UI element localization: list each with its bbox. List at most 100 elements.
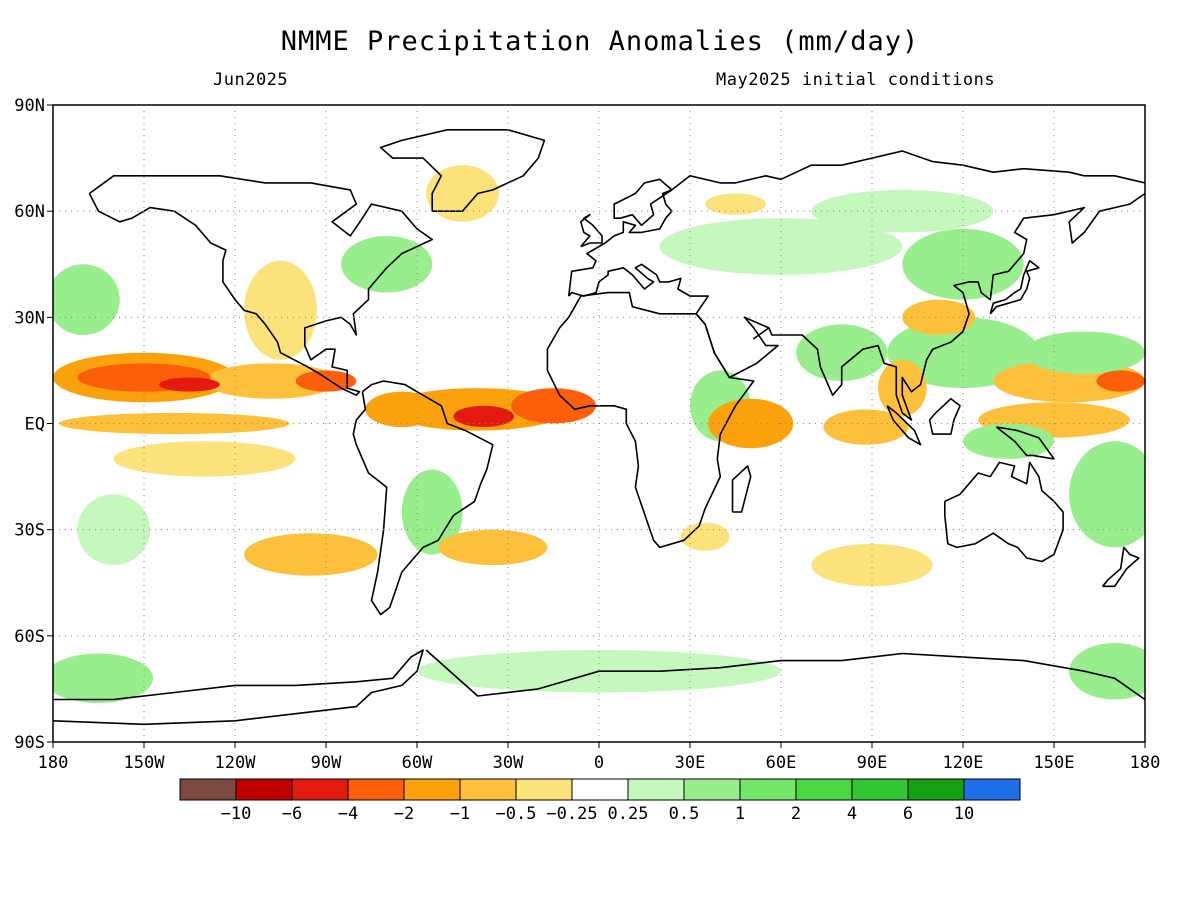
colorbar-swatch (403, 778, 461, 801)
anomaly-region (1023, 331, 1145, 374)
coastline (580, 213, 603, 248)
colorbar: −10 −6 −4 −2 −1 −0.5 −0.25 0.25 0.5 1 2 4 6 10 (179, 778, 1021, 824)
initial-conditions-label: May2025 initial conditions (716, 70, 996, 90)
coastline (567, 150, 1145, 297)
anomaly-region (244, 533, 378, 576)
lat-tick-label: 60N (14, 202, 45, 222)
colorbar-swatch (907, 778, 965, 801)
anomaly-region (887, 317, 1039, 389)
colorbar-swatch (347, 778, 405, 801)
anomaly-region (244, 260, 317, 360)
colorbar-label: 4 (847, 804, 857, 824)
colorbar-swatch (627, 778, 685, 801)
lon-tick-label: 90E (857, 753, 888, 773)
colorbar-swatch (683, 778, 741, 801)
coastline (944, 461, 1064, 563)
colorbar-label: −6 (282, 804, 302, 824)
lon-tick-label: 120W (215, 753, 257, 773)
anomaly-region (902, 228, 1024, 300)
coastline (425, 649, 1145, 701)
lon-tick-label: 150W (124, 753, 166, 773)
forecast-month: Jun2025 (213, 70, 289, 90)
lon-tick-label: 120E (943, 753, 984, 773)
coastline (995, 426, 1055, 460)
lon-tick-label: 30E (675, 753, 706, 773)
coastline (928, 397, 961, 435)
anomaly-region (963, 423, 1054, 459)
lon-tick-label: 60E (766, 753, 797, 773)
coastline (546, 291, 755, 549)
graticule (53, 105, 1145, 742)
anomaly-region (811, 189, 994, 233)
colorbar-label: −2 (394, 804, 414, 824)
colorbar-swatch (739, 778, 797, 801)
colorbar-swatch (571, 778, 629, 801)
anomaly-region (341, 235, 433, 293)
colorbar-label: 2 (791, 804, 801, 824)
anomaly-region (705, 193, 766, 215)
coastline (886, 405, 922, 446)
anomaly-region (159, 377, 220, 392)
anomaly-region (659, 218, 903, 275)
colorbar-label: −0.25 (546, 804, 597, 824)
coastline (989, 259, 1040, 315)
anomaly-region (796, 324, 888, 382)
coastline (379, 129, 546, 212)
lat-tick-label: 30S (14, 521, 45, 541)
colorbar-label: 1 (735, 804, 745, 824)
anomaly-region (365, 391, 439, 428)
anomaly-region (204, 363, 339, 399)
colorbar-label: 0.5 (669, 804, 700, 824)
coastline (352, 380, 494, 616)
colorbar-swatch (235, 778, 293, 801)
anomaly-region (511, 388, 596, 424)
lon-tick-label: 180 (1130, 753, 1161, 773)
colorbar-label: 10 (954, 804, 974, 824)
colorbar-swatch (515, 778, 573, 801)
anomaly-region (453, 405, 515, 428)
lat-tick-label: 30N (14, 308, 45, 328)
anomaly-region (53, 264, 120, 336)
colorbar-swatch (179, 778, 237, 801)
colorbar-label: −0.5 (496, 804, 537, 824)
anomaly-region (823, 409, 909, 445)
lon-tick-label: 60W (402, 753, 433, 773)
map-title: NMME Precipitation Anomalies (mm/day) (280, 26, 920, 57)
colorbar-label: 6 (903, 804, 913, 824)
anomaly-region (902, 299, 976, 336)
lon-tick-label: 0 (594, 753, 604, 773)
coastline (568, 192, 1145, 421)
coastlines (53, 129, 1145, 726)
lon-tick-label: 90W (311, 753, 342, 773)
anomaly-shading (53, 165, 1145, 704)
anomaly-region (811, 543, 933, 587)
coastline (1101, 546, 1140, 588)
lat-tick-label: 90S (14, 733, 45, 753)
anomaly-region (708, 398, 794, 449)
anomaly-region (113, 441, 296, 477)
lat-tick-label: EQ (25, 415, 45, 435)
coastline (88, 175, 433, 396)
anomaly-region (59, 412, 290, 435)
lon-tick-label: 30W (493, 753, 524, 773)
colorbar-label: 0.25 (608, 804, 649, 824)
lat-tick-label: 90N (14, 96, 45, 116)
colorbar-swatch (963, 778, 1021, 801)
anomaly-region (1096, 370, 1145, 392)
colorbar-label: −4 (338, 804, 358, 824)
lat-tick-label: 60S (14, 627, 45, 647)
colorbar-swatch (795, 778, 853, 801)
colorbar-label: −1 (450, 804, 470, 824)
longitude-labels: 180 150W 120W 90W 60W 30W 0 30E 60E 90E 120E 150E 18… (38, 742, 1161, 773)
latitude-labels: 90N 60N 30N EQ 30S 60S 90S (14, 96, 53, 753)
colorbar-label: −10 (221, 804, 252, 824)
anomaly-region (53, 653, 154, 704)
colorbar-swatch (851, 778, 909, 801)
colorbar-swatch (291, 778, 349, 801)
lon-tick-label: 150E (1034, 753, 1075, 773)
anomaly-region (426, 165, 499, 222)
anomaly-region (401, 469, 463, 555)
anomaly-region (1069, 441, 1145, 548)
coastline (53, 649, 424, 726)
